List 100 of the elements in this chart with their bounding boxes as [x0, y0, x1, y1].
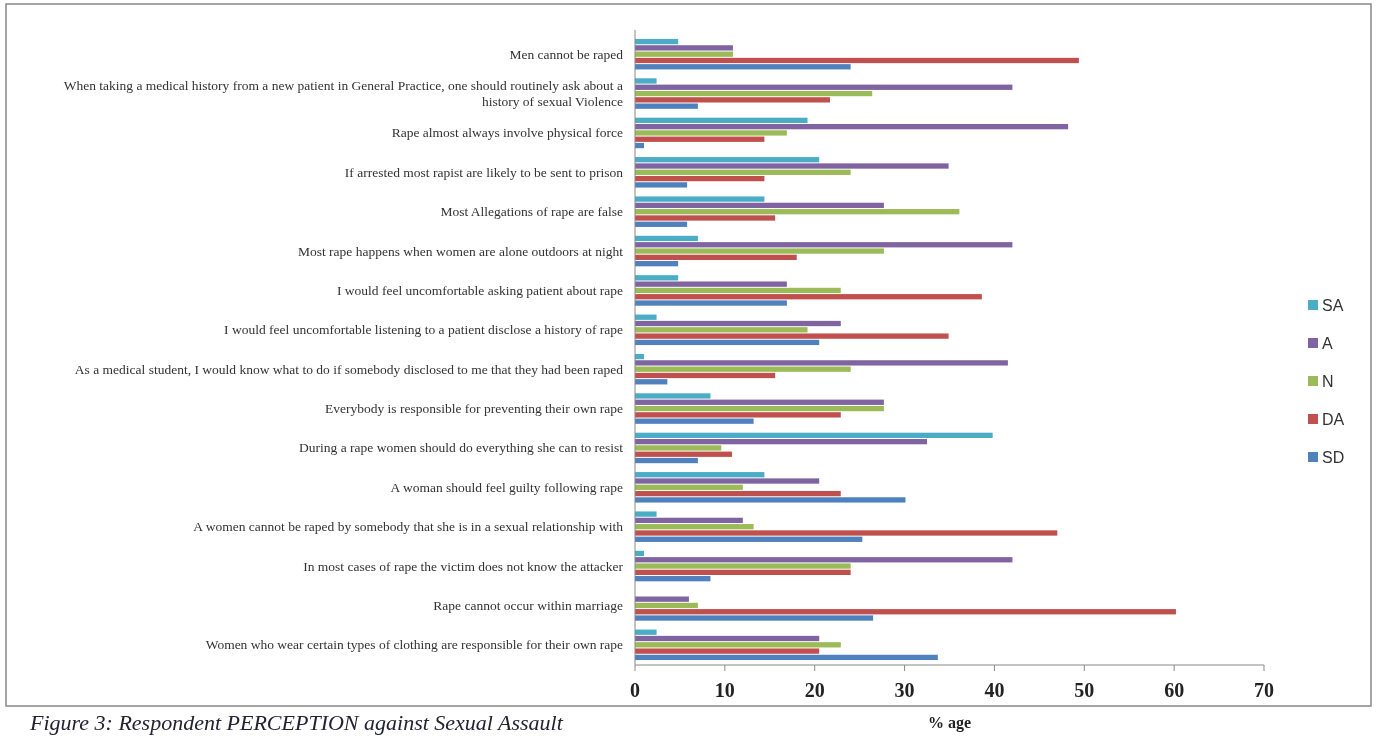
bar	[635, 438, 928, 445]
bar	[635, 175, 765, 182]
bar	[635, 320, 841, 327]
bar	[635, 339, 820, 346]
bar	[635, 78, 657, 84]
y-tick-label: A women cannot be raped by somebody that she is in a sexual relationship with	[193, 519, 624, 535]
bar	[635, 451, 733, 457]
bar	[635, 412, 841, 418]
bar	[635, 524, 754, 530]
bar	[635, 399, 884, 405]
bar	[635, 615, 874, 621]
y-tick-label: Rape almost always involve physical force	[391, 125, 623, 141]
bar	[635, 497, 906, 503]
bar	[635, 432, 993, 438]
bar	[635, 242, 1013, 248]
bar	[635, 379, 668, 385]
x-tick-label: 60	[1164, 679, 1185, 701]
bar	[635, 294, 982, 300]
y-tick-label: Rape cannot occur within marriage	[433, 597, 623, 613]
y-tick-label: Men cannot be raped	[509, 46, 624, 62]
bar	[635, 287, 841, 294]
bar	[635, 596, 689, 602]
y-tick-label: When taking a medical history from a new patient in General Practice, one should routinely ask about a history of sexual Violence	[63, 78, 623, 110]
bar	[635, 654, 938, 661]
bar	[635, 327, 808, 333]
bar	[635, 569, 851, 576]
bar	[635, 136, 765, 142]
y-tick-label: Women who wear certain types of clothing are responsible for their own rape	[205, 637, 623, 653]
bar	[635, 490, 841, 497]
legend-label: SD	[1322, 449, 1345, 466]
bar	[635, 117, 808, 123]
bar	[635, 103, 698, 109]
bar	[635, 629, 657, 635]
bar	[635, 163, 949, 169]
x-tick-label: 40	[984, 679, 1005, 701]
bar	[635, 478, 820, 484]
bar	[635, 97, 830, 103]
bar	[635, 484, 743, 490]
bar	[635, 648, 820, 654]
bar	[635, 130, 787, 136]
x-tick-label: 30	[894, 679, 915, 701]
bar	[635, 609, 1176, 615]
x-tick-label: 20	[804, 679, 825, 701]
bar	[635, 90, 873, 97]
bar	[635, 602, 698, 609]
bar	[635, 635, 820, 642]
bar	[635, 84, 1013, 90]
bar	[635, 254, 797, 261]
bar	[635, 275, 679, 281]
bar	[635, 536, 863, 542]
bar	[635, 57, 1079, 64]
bar	[635, 530, 1058, 536]
bar	[635, 261, 679, 267]
bar	[635, 196, 765, 202]
bar	[635, 202, 884, 209]
bar	[635, 472, 765, 478]
bar	[635, 576, 711, 582]
bar	[635, 360, 1008, 366]
bar	[635, 38, 679, 45]
bar	[635, 248, 884, 254]
x-tick-label: 0	[630, 679, 640, 701]
bar	[635, 169, 851, 175]
y-tick-label: In most cases of rape the victim does not know the attacker	[303, 558, 624, 574]
bar	[635, 235, 698, 242]
bar	[635, 182, 688, 188]
bar	[635, 393, 711, 399]
legend-label: N	[1322, 373, 1334, 390]
bar	[635, 221, 688, 227]
bar	[635, 445, 722, 451]
bar	[635, 366, 851, 372]
y-tick-label: If arrested most rapist are likely to be sent to prison	[344, 164, 624, 180]
x-tick-label: 70	[1254, 679, 1274, 701]
bar	[635, 333, 949, 339]
bar	[635, 372, 776, 379]
bar	[635, 45, 733, 51]
y-tick-label: Everybody is responsible for preventing their own rape	[324, 401, 623, 417]
legend-label: SA	[1322, 297, 1344, 314]
bar	[635, 642, 841, 648]
y-tick-label: A woman should feel guilty following rape	[390, 479, 623, 495]
y-tick-label: Most rape happens when women are alone outdoors at night	[297, 243, 624, 259]
y-tick-label: As a medical student, I would know what to do if somebody disclosed to me that they had been raped	[74, 361, 624, 377]
bar	[635, 405, 884, 412]
bar	[635, 457, 698, 464]
bar	[635, 123, 1069, 130]
bar	[635, 51, 733, 57]
bar	[635, 300, 787, 306]
y-tick-label: I would feel uncomfortable listening to a patient disclose a history of rape	[224, 322, 623, 338]
bar	[635, 511, 657, 517]
bar	[635, 517, 743, 524]
caption: Figure 3: Respondent PERCEPTION against Sexual Assault	[29, 710, 564, 735]
bar	[635, 418, 754, 424]
legend-label: DA	[1322, 411, 1345, 428]
y-tick-label: During a rape women should do everything she can to resist	[299, 440, 624, 456]
bar	[635, 314, 657, 320]
x-tick-label: 50	[1074, 679, 1095, 701]
x-axis-title: % age	[927, 714, 972, 732]
x-tick-label: 10	[714, 679, 735, 701]
bar	[635, 281, 787, 287]
y-tick-label: Most Allegations of rape are false	[440, 204, 623, 220]
bar	[635, 64, 851, 70]
